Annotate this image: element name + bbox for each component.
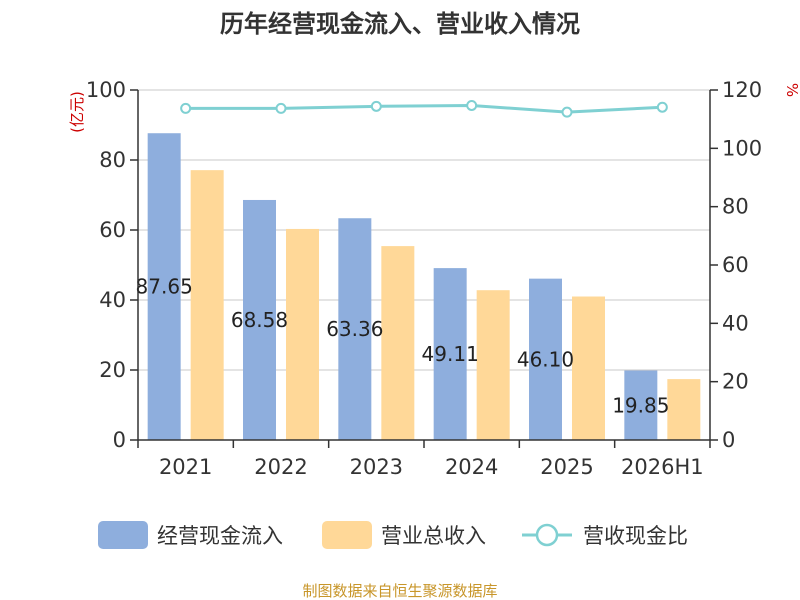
right-tick-label: 100	[722, 136, 762, 160]
ratio-line-path	[185, 103, 663, 114]
right-tick-label: 120	[722, 78, 762, 102]
bar-cash-inflow	[243, 199, 276, 440]
right-tick-label: 60	[722, 253, 749, 277]
legend-label: 营收现金比	[583, 524, 688, 548]
x-tick-label: 2021	[159, 455, 212, 479]
ratio-point	[656, 101, 668, 113]
bar-revenue	[381, 246, 415, 440]
x-tick-label: 2024	[445, 455, 498, 479]
left-tick-label: 80	[99, 148, 126, 172]
left-axis-unit: (亿元)	[68, 91, 86, 133]
x-tick-label: 2025	[540, 455, 593, 479]
x-tick-label: 2023	[350, 455, 403, 479]
bar-revenue	[476, 290, 510, 440]
ratio-point	[370, 100, 382, 112]
legend-marker	[535, 523, 559, 547]
right-axis-unit: %	[783, 83, 800, 97]
data-label: 46.10	[517, 347, 574, 371]
left-tick-label: 60	[99, 218, 126, 242]
ratio-point	[275, 102, 287, 114]
data-label: 87.65	[136, 275, 193, 299]
legend-label: 营业总收入	[381, 524, 486, 548]
left-tick-label: 40	[99, 288, 126, 312]
source-note: 制图数据来自恒生聚源数据库	[302, 582, 497, 600]
right-tick-label: 40	[722, 311, 749, 335]
right-tick-label: 0	[722, 428, 735, 452]
left-tick-label: 0	[113, 428, 126, 452]
chart-title: 历年经营现金流入、营业收入情况	[220, 10, 580, 38]
data-label: 63.36	[326, 317, 383, 341]
left-tick-label: 100	[86, 78, 126, 102]
left-tick-label: 20	[99, 358, 126, 382]
bar-cash-inflow	[433, 268, 467, 440]
legend-swatch	[98, 521, 148, 549]
bar-cash-inflow	[529, 278, 562, 440]
grid-lines	[138, 89, 710, 371]
bar-revenue	[286, 228, 319, 440]
ratio-point	[180, 102, 192, 114]
right-tick-label: 20	[722, 370, 749, 394]
bar-revenue	[572, 296, 605, 440]
bar-cash-inflow	[624, 370, 658, 440]
data-label: 19.85	[612, 393, 669, 417]
bar-revenue	[190, 170, 224, 440]
ratio-point	[561, 106, 573, 118]
data-labels: 87.65 68.58 63.36 49.11 46.10 19.85	[136, 275, 670, 418]
legend-label: 经营现金流入	[157, 524, 283, 548]
bar-cash-inflow	[147, 133, 181, 440]
axes: 0 20 40 60 80 100 0 20 40 60 80 100 120 2021 2022 2023 2…	[68, 78, 800, 479]
data-label: 68.58	[231, 308, 288, 332]
right-tick-label: 80	[722, 195, 749, 219]
bar-revenue	[667, 379, 701, 440]
x-tick-label: 2022	[254, 455, 307, 479]
legend-swatch	[322, 521, 372, 549]
x-tick-label: 2026H1	[621, 455, 704, 479]
legend: 经营现金流入 营业总收入 营收现金比	[98, 521, 688, 549]
bar-cash-inflow	[338, 218, 372, 440]
bars	[147, 133, 701, 440]
ratio-point	[466, 99, 478, 111]
ratio-line	[180, 99, 668, 118]
data-label: 49.11	[422, 342, 479, 366]
